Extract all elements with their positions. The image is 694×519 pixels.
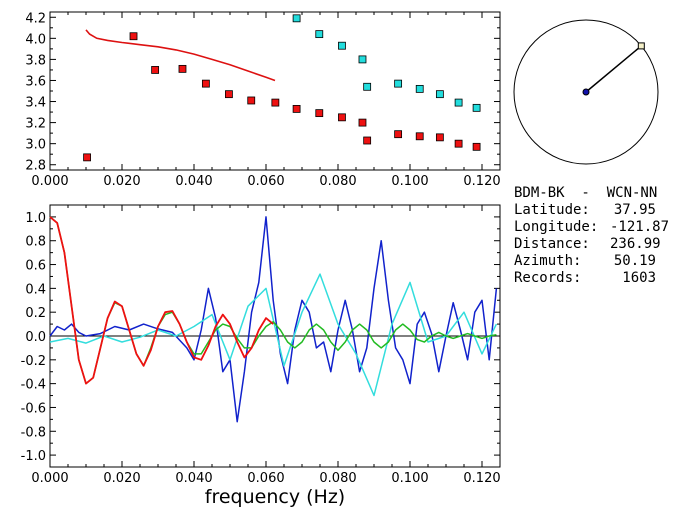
info-value: 37.95 [613,202,656,218]
bottom-series-3-line [49,216,274,385]
top-series-0-point [83,153,91,162]
bottom-y-tick-label: 0.6 [25,259,46,274]
bottom-y-tick-label: 0.4 [25,282,46,297]
dial-azimuth-line [585,45,642,93]
info-row-records: Records: 1603 [514,270,657,287]
info-value: 1603 [622,270,656,286]
top-series-1-point [394,79,403,88]
bottom-x-tick-label: 0.080 [319,471,356,486]
bottom-series-1-line [49,273,498,397]
top-series-1-point [415,84,424,93]
top-x-tick-label: 0.120 [463,174,500,189]
top-y-tick-label: 3.2 [25,117,46,132]
top-series-0-point [435,133,444,142]
top-x-tick-label: 0.100 [391,174,428,189]
top-x-tick-label: 0.020 [103,174,140,189]
top-y-tick-label: 2.8 [25,159,46,174]
bottom-y-tick-label: 0.2 [25,306,46,321]
top-series-0-point [358,118,367,127]
bottom-y-tick-label: -0.2 [21,354,46,369]
bottom-y-tick-label: -0.6 [21,401,46,416]
top-series-0-point [315,109,324,118]
bottom-axes: 0.000 0.020 0.040 0.060 0.080 0.100 0.120 1.0 0.… [21,204,501,486]
info-label: Longitude: [514,219,599,235]
info-row-longitude: Longitude: -121.87 [514,219,670,236]
top-y-tick-label: 3.8 [25,53,46,68]
top-series-1-point [454,98,463,107]
top-series-0-point [454,139,463,148]
top-y-tick-label: 3.6 [25,74,46,89]
top-series-1-point [315,30,324,39]
bottom-y-tick-label: 1.0 [25,211,46,226]
station-pair-title: BDM-BK - WCN-NN [514,185,658,201]
bottom-x-tick-label: 0.000 [31,471,68,486]
top-x-tick-label: 0.000 [31,174,68,189]
top-series-0-point [201,79,210,88]
top-frame [49,11,501,171]
top-series-1-point [472,103,481,112]
top-series-1-point [363,82,372,91]
top-y-tick-label: 4.2 [25,11,46,26]
top-series-2-line [85,29,276,82]
bottom-series-0-line [49,216,498,423]
top-plot-area [83,14,481,162]
bottom-y-tick-label: 0.0 [25,330,46,345]
info-label: Azimuth: [514,253,582,269]
top-series-0-point [151,66,160,74]
info-label: Latitude: [514,202,590,218]
top-y-tick-label: 3.0 [25,138,46,153]
top-chart: 0.000 0.020 0.040 0.060 0.080 0.100 0.120 2.8 3.… [25,11,500,189]
top-series-0-point [472,142,481,151]
top-series-0-point [271,98,280,107]
top-series-1-point [338,41,346,50]
top-series-0-point [178,64,187,73]
top-series-0-point [129,32,138,41]
top-series-1-point [292,14,301,23]
info-row-latitude: Latitude: 37.95 [514,202,657,219]
bottom-x-tick-label: 0.100 [391,471,428,486]
dial-circle [513,19,659,165]
info-row-azimuth: Azimuth: 50.19 [514,253,657,270]
bottom-y-tick-label: 0.8 [25,235,46,250]
dial-end-marker [637,42,645,50]
bottom-y-tick-label: -1.0 [21,449,46,464]
bottom-x-tick-label: 0.120 [463,471,500,486]
top-series-1-point [435,90,444,99]
bottom-y-tick-label: -0.4 [21,378,46,393]
info-label: Distance: [514,236,590,252]
top-series-0-point [415,132,424,141]
dial-origin-marker [582,88,590,96]
info-value: -121.87 [610,219,670,235]
top-x-tick-label: 0.060 [247,174,284,189]
top-series-0-point [338,113,346,122]
station-info-panel: BDM-BK - WCN-NN Latitude: 37.95 Longitude… [514,185,670,287]
bottom-y-tick-label: -0.8 [21,425,46,440]
azimuth-dial [513,19,659,165]
bottom-chart: 0.000 0.020 0.040 0.060 0.080 0.100 0.120 1.0 0.… [21,204,501,508]
top-series-0-point [225,90,233,99]
top-series-1-point [358,55,367,64]
bottom-plot-area [49,216,500,423]
top-y-tick-label: 4.0 [25,32,46,47]
info-label: Records: [514,270,582,286]
top-series-0-point [394,130,403,139]
bottom-x-tick-label: 0.060 [247,471,284,486]
bottom-x-tick-label: 0.040 [175,471,212,486]
top-series-0-point [363,136,372,145]
top-axes: 0.000 0.020 0.040 0.060 0.080 0.100 0.120 2.8 3.… [25,11,500,189]
info-row-distance: Distance: 236.99 [514,236,661,253]
top-x-tick-label: 0.080 [319,174,356,189]
bottom-x-axis-label: frequency (Hz) [205,486,345,508]
bottom-x-tick-label: 0.020 [103,471,140,486]
top-series-0-point [247,96,256,105]
top-series-0-point [292,105,301,113]
info-value: 236.99 [610,236,661,252]
top-y-tick-label: 3.4 [25,96,46,111]
top-x-tick-label: 0.040 [175,174,212,189]
info-value: 50.19 [613,253,656,269]
